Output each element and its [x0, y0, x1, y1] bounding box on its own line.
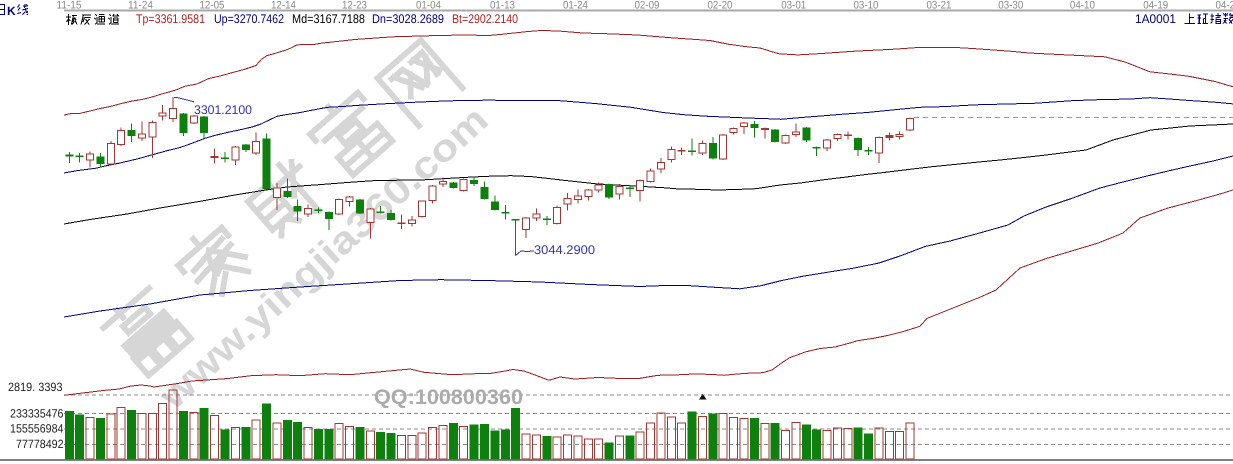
svg-text:04-10: 04-10: [1070, 0, 1095, 12]
svg-text:01-13: 01-13: [490, 0, 515, 12]
svg-text:Dn=3028.2689: Dn=3028.2689: [372, 12, 444, 26]
svg-text:QQ:100800360: QQ:100800360: [374, 386, 523, 409]
svg-text:3044.2900: 3044.2900: [534, 243, 595, 257]
svg-text:2819. 3393: 2819. 3393: [8, 380, 63, 394]
svg-text:K: K: [7, 4, 16, 18]
svg-text:04-19: 04-19: [1143, 0, 1168, 12]
svg-text:233335476: 233335476: [10, 407, 64, 421]
svg-text:3301.2100: 3301.2100: [194, 103, 252, 117]
svg-text:03-30: 03-30: [998, 0, 1023, 12]
svg-text:77778492: 77778492: [16, 437, 64, 451]
svg-text:155556984: 155556984: [10, 422, 64, 436]
svg-text:02-09: 02-09: [635, 0, 660, 12]
svg-text:1A0001: 1A0001: [1135, 12, 1176, 26]
svg-text:03-21: 03-21: [927, 0, 952, 12]
svg-text:02-20: 02-20: [708, 0, 733, 12]
svg-text:12-05: 12-05: [200, 0, 225, 12]
svg-text:Bt=2902.2140: Bt=2902.2140: [452, 12, 518, 26]
svg-text:Md=3167.7188: Md=3167.7188: [292, 12, 365, 26]
svg-text:01-24: 01-24: [563, 0, 588, 12]
svg-text:11-24: 11-24: [128, 0, 153, 12]
svg-text:03-10: 03-10: [854, 0, 879, 12]
svg-text:Up=3270.7462: Up=3270.7462: [214, 12, 284, 26]
svg-text:Tp=3361.9581: Tp=3361.9581: [136, 12, 205, 26]
svg-text:11-15: 11-15: [57, 0, 82, 12]
svg-text:12-14: 12-14: [271, 0, 296, 12]
svg-text:03-01: 03-01: [781, 0, 806, 12]
svg-text:01-04: 01-04: [416, 0, 441, 12]
svg-text:04-28: 04-28: [1216, 0, 1233, 12]
svg-text:12-23: 12-23: [342, 0, 367, 12]
